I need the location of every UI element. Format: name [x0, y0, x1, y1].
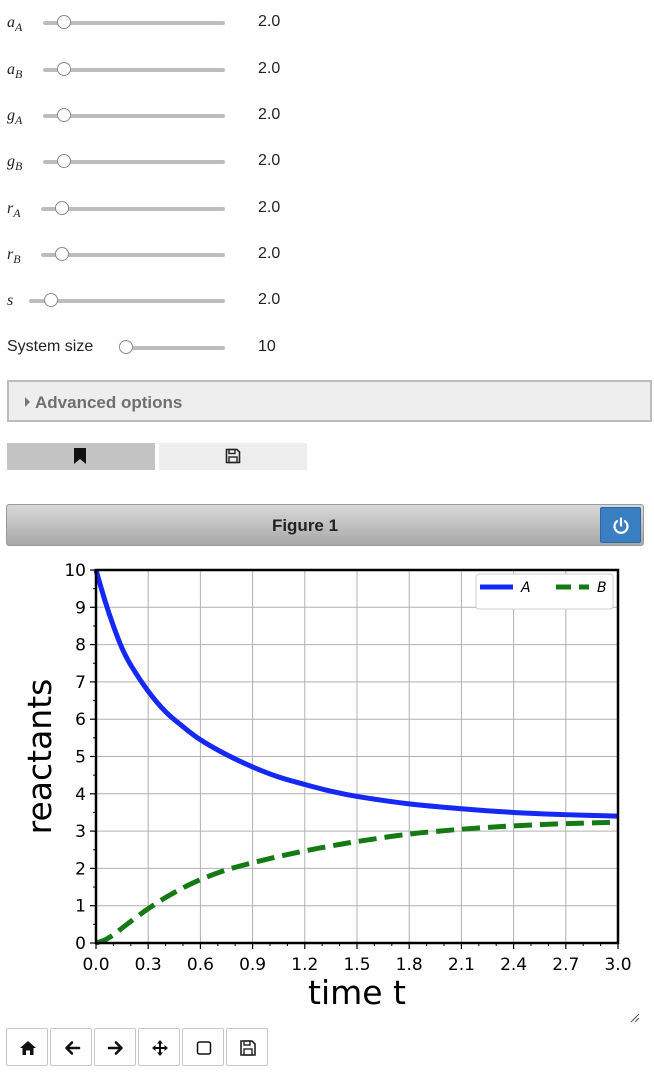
series-line-A: [93, 569, 619, 819]
x-tick-label: 1.8: [396, 955, 423, 975]
x-tick-label: 0.0: [82, 955, 109, 975]
zoom-button[interactable]: [182, 1028, 224, 1066]
slider-value: 2.0: [258, 245, 281, 262]
slider-gA: gA 2.0: [0, 104, 330, 128]
slider-track[interactable]: [41, 253, 225, 257]
slider-handle[interactable]: [57, 154, 71, 168]
caret-right-icon: [25, 397, 30, 407]
chart-series: [93, 569, 619, 946]
x-axis-label: time t: [308, 973, 406, 1012]
slider-track[interactable]: [43, 160, 225, 164]
figure-header: Figure 1: [6, 504, 644, 546]
slider-rB: rB 2.0: [0, 243, 330, 267]
y-axis-label: reactants: [20, 679, 59, 835]
y-tick-label: 0: [75, 934, 86, 954]
slider-label: gB: [7, 153, 23, 174]
chart-ticks: 0.0 0.3 0.6 0.9 1.2 1.5 1.8 2.1 2.4 2.7 3.0 0 1 2 3 4 5 6…: [64, 561, 631, 975]
save-icon: [240, 1040, 256, 1056]
save-toggle-button[interactable]: [159, 443, 307, 470]
slider-track[interactable]: [43, 68, 225, 72]
slider-track[interactable]: [43, 21, 225, 25]
home-button[interactable]: [6, 1028, 48, 1066]
y-tick-label: 3: [75, 822, 86, 842]
slider-handle[interactable]: [57, 108, 71, 122]
reactants-chart[interactable]: 0.0 0.3 0.6 0.9 1.2 1.5 1.8 2.1 2.4 2.7 3.0 0 1 2 3 4 5 6…: [0, 556, 654, 1022]
slider-value: 2.0: [258, 291, 281, 308]
slider-handle[interactable]: [57, 15, 71, 29]
bookmark-icon: [74, 448, 86, 464]
slider-label: rA: [7, 200, 21, 221]
home-icon: [20, 1041, 36, 1055]
y-tick-label: 4: [75, 785, 86, 805]
y-tick-label: 9: [75, 598, 86, 618]
forward-button[interactable]: [94, 1028, 136, 1066]
slider-label: s: [7, 292, 14, 309]
x-tick-label: 2.1: [448, 955, 475, 975]
x-tick-label: 3.0: [604, 955, 631, 975]
slider-label: rB: [7, 246, 21, 267]
slider-handle[interactable]: [44, 293, 58, 307]
slider-value: 2.0: [258, 106, 281, 123]
slider-label: aB: [7, 61, 23, 82]
resize-grip-icon[interactable]: [629, 1012, 641, 1024]
y-tick-label: 6: [75, 710, 86, 730]
close-figure-button[interactable]: [600, 507, 641, 543]
pan-button[interactable]: [138, 1028, 180, 1066]
advanced-options-label: Advanced options: [35, 393, 183, 412]
slider-track[interactable]: [29, 299, 225, 303]
x-tick-label: 1.2: [291, 955, 318, 975]
series-line-B: [95, 819, 619, 946]
slider-label: aA: [7, 14, 23, 35]
slider-label: System size: [7, 338, 94, 355]
slider-track[interactable]: [41, 207, 225, 211]
y-tick-label: 8: [75, 636, 86, 656]
legend-box: [475, 573, 614, 610]
y-tick-label: 1: [75, 897, 86, 917]
slider-track[interactable]: [43, 114, 225, 118]
x-tick-label: 0.6: [187, 955, 214, 975]
legend-label-A: A: [520, 580, 531, 596]
move-icon: [152, 1040, 168, 1056]
figure-title: Figure 1: [271, 516, 339, 535]
x-tick-label: 0.9: [239, 955, 266, 975]
slider-value: 2.0: [258, 152, 281, 169]
slider-handle[interactable]: [55, 201, 69, 215]
slider-value: 10: [258, 338, 276, 355]
slider-s: s 2.0: [0, 289, 330, 313]
arrow-right-icon: [107, 1041, 123, 1055]
legend-label-B: B: [597, 580, 607, 596]
x-tick-label: 2.7: [552, 955, 579, 975]
download-button[interactable]: [226, 1028, 268, 1066]
slider-handle[interactable]: [119, 340, 133, 354]
slider-rA: rA 2.0: [0, 197, 330, 221]
power-icon: [613, 517, 629, 534]
slider-handle[interactable]: [57, 62, 71, 76]
slider-system-size: System size 10: [0, 336, 330, 360]
y-tick-label: 10: [64, 561, 86, 581]
arrow-left-icon: [65, 1041, 81, 1055]
slider-track[interactable]: [120, 346, 225, 350]
advanced-options-accordion[interactable]: Advanced options: [7, 380, 652, 422]
x-tick-label: 1.5: [343, 955, 370, 975]
slider-handle[interactable]: [55, 247, 69, 261]
slider-value: 2.0: [258, 199, 281, 216]
chart-grid: [95, 569, 619, 944]
slider-aB: aB 2.0: [0, 58, 330, 82]
y-tick-label: 2: [75, 859, 86, 879]
slider-gB: gB 2.0: [0, 150, 330, 174]
x-tick-label: 0.3: [135, 955, 162, 975]
save-icon: [225, 448, 241, 464]
slider-value: 2.0: [258, 60, 281, 77]
y-tick-label: 7: [75, 673, 86, 693]
y-tick-label: 5: [75, 748, 86, 768]
square-icon: [196, 1041, 212, 1055]
slider-value: 2.0: [258, 13, 281, 30]
bookmark-toggle-button[interactable]: [7, 443, 155, 470]
back-button[interactable]: [50, 1028, 92, 1066]
slider-aA: aA 2.0: [0, 11, 330, 35]
slider-label: gA: [7, 107, 23, 128]
x-tick-label: 2.4: [500, 955, 527, 975]
